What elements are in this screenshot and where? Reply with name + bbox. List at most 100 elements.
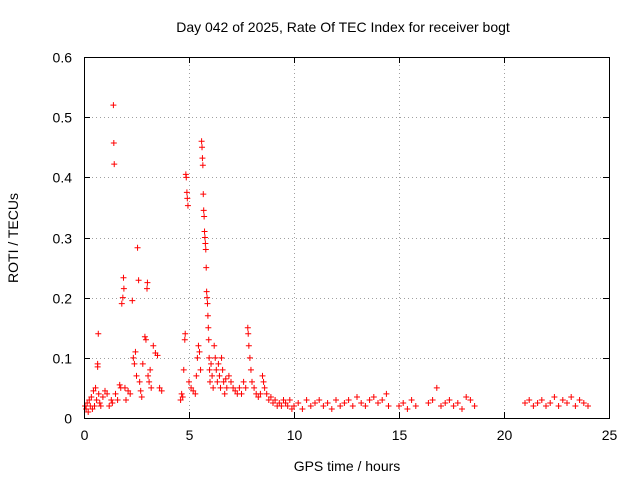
data-point — [534, 399, 541, 406]
data-point — [203, 264, 210, 271]
data-point — [543, 402, 549, 409]
y-tick-label: 0.4 — [53, 170, 73, 186]
data-point — [299, 405, 306, 412]
data-point — [138, 393, 145, 400]
data-point — [362, 402, 369, 409]
data-point — [142, 336, 149, 343]
data-point — [210, 384, 217, 391]
data-point — [141, 333, 148, 340]
data-point — [204, 294, 211, 301]
data-point — [219, 366, 226, 373]
data-point — [259, 372, 266, 379]
data-point — [184, 195, 191, 202]
data-point — [467, 396, 474, 403]
data-point — [119, 294, 126, 301]
data-point — [251, 384, 258, 391]
data-point — [370, 393, 377, 400]
x-tick-label: 5 — [186, 427, 194, 443]
data-point — [245, 342, 252, 349]
x-tick-label: 25 — [602, 427, 618, 443]
data-point — [245, 330, 252, 337]
data-point — [214, 378, 221, 385]
data-point — [333, 396, 339, 403]
data-point — [349, 402, 356, 409]
data-point — [217, 384, 224, 391]
data-point — [358, 399, 365, 406]
data-point — [564, 399, 570, 406]
data-point — [183, 189, 190, 196]
data-point — [194, 354, 201, 361]
data-point — [425, 399, 432, 406]
data-point — [530, 402, 537, 409]
data-point — [93, 396, 100, 403]
data-point — [385, 402, 392, 409]
data-point — [146, 378, 153, 385]
data-point — [247, 366, 254, 373]
x-tick-label: 15 — [392, 427, 408, 443]
data-point — [412, 402, 419, 409]
data-point — [396, 402, 402, 409]
data-point — [147, 366, 154, 373]
data-point — [208, 360, 215, 367]
data-point — [111, 161, 118, 168]
data-point — [265, 396, 272, 403]
data-point — [205, 336, 212, 343]
data-point — [180, 366, 187, 373]
data-point — [526, 396, 533, 403]
ticks-layer: 0 5 10 15 20 25 0 0.1 0.2 0.3 0.4 0.5 0.6 — [53, 50, 618, 444]
data-point — [144, 285, 150, 292]
y-tick-label: 0 — [64, 411, 72, 427]
data-point — [207, 378, 213, 385]
data-point — [366, 396, 373, 403]
data-point — [400, 399, 407, 406]
data-point — [127, 390, 134, 397]
data-point — [278, 402, 285, 409]
data-point — [129, 297, 136, 304]
data-point — [236, 384, 243, 391]
data-point — [193, 372, 200, 379]
data-point — [459, 405, 465, 412]
data-point — [201, 213, 208, 220]
data-point — [131, 360, 138, 367]
x-axis-label: GPS time / hours — [294, 458, 401, 474]
data-point — [118, 300, 125, 307]
data-point — [178, 390, 185, 397]
data-point — [204, 300, 211, 307]
data-point — [114, 396, 121, 403]
data-point — [156, 384, 163, 391]
data-point — [92, 384, 99, 391]
data-point — [551, 393, 558, 400]
data-point — [221, 390, 228, 397]
data-points-layer — [82, 102, 591, 415]
data-point — [203, 288, 210, 295]
data-point — [205, 324, 212, 331]
data-point — [471, 402, 478, 409]
data-point — [148, 384, 155, 391]
data-point — [120, 274, 127, 281]
data-point — [82, 402, 89, 409]
data-point — [181, 336, 188, 343]
data-point — [463, 393, 470, 400]
data-point — [216, 372, 223, 379]
data-point — [199, 155, 206, 162]
data-point — [316, 396, 323, 403]
data-point — [433, 384, 440, 391]
y-axis-label: ROTI / TECUs — [5, 193, 21, 283]
data-point — [184, 202, 191, 209]
data-point — [202, 240, 209, 247]
data-point — [272, 396, 279, 403]
data-point — [120, 285, 127, 292]
grid-layer — [84, 57, 609, 418]
data-point — [195, 342, 202, 349]
data-point — [267, 393, 274, 400]
chart-title: Day 042 of 2025, Rate Of TEC Index for r… — [176, 19, 510, 35]
data-point — [182, 330, 189, 337]
data-point — [257, 390, 264, 397]
data-point — [276, 399, 283, 406]
data-point — [379, 396, 386, 403]
data-point — [102, 387, 108, 394]
data-point — [225, 372, 232, 379]
data-point — [222, 375, 229, 382]
data-point — [242, 384, 249, 391]
